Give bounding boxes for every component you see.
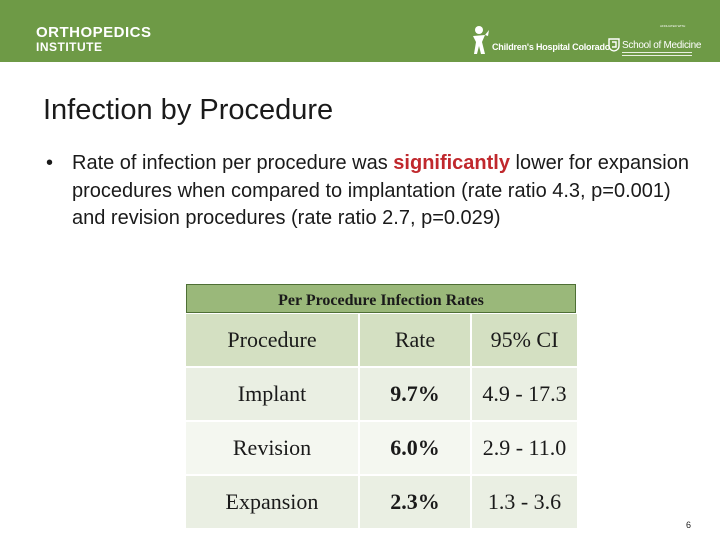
cell-rate: 6.0% xyxy=(358,420,471,475)
bullet-dot-icon: • xyxy=(46,152,54,174)
header-bar: ORTHOPEDICS INSTITUTE Children's Hospita… xyxy=(0,0,720,62)
page-number: 6 xyxy=(686,520,692,530)
cell-ci: 2.9 - 11.0 xyxy=(470,420,577,475)
cu-shield-icon xyxy=(608,38,620,52)
bullet-text-rest: lower for expansion procedures when comp… xyxy=(72,152,689,229)
cell-rate: 2.3% xyxy=(358,474,471,528)
cell-ci: 1.3 - 3.6 xyxy=(470,474,577,528)
header-ci: 95% CI xyxy=(470,314,577,367)
org-subtitle: INSTITUTE xyxy=(36,40,103,54)
header-procedure: Procedure xyxy=(186,314,359,367)
logo-divider xyxy=(622,52,692,53)
school-affiliation: AFFILIATED WITH xyxy=(660,24,686,28)
header-rate: Rate xyxy=(358,314,471,367)
bullet-text-lead: Rate of infection per procedure was xyxy=(72,152,394,174)
table-row: Implant 9.7% 4.9 - 17.3 xyxy=(186,366,577,421)
table-caption: Per Procedure Infection Rates xyxy=(186,284,576,313)
table-row: Revision 6.0% 2.9 - 11.0 xyxy=(186,420,577,475)
logo-divider xyxy=(622,55,692,56)
cell-procedure: Expansion xyxy=(186,474,359,528)
bullet-text: Rate of infection per procedure was sign… xyxy=(72,150,696,233)
bullet-emphasis: significantly xyxy=(393,152,510,174)
table-row: Expansion 2.3% 1.3 - 3.6 xyxy=(186,474,577,528)
childrens-hospital-name: Children's Hospital Colorado xyxy=(492,42,611,52)
cell-procedure: Revision xyxy=(186,420,359,475)
school-of-medicine-name: School of Medicine xyxy=(622,40,702,51)
table-header-row: Procedure Rate 95% CI xyxy=(186,314,577,367)
child-figure-icon xyxy=(473,26,489,54)
cell-ci: 4.9 - 17.3 xyxy=(470,366,577,421)
slide-title: Infection by Procedure xyxy=(43,94,334,126)
school-of-medicine-logo: AFFILIATED WITH School of Medicine xyxy=(608,24,708,58)
org-title: ORTHOPEDICS xyxy=(36,24,152,41)
cell-rate: 9.7% xyxy=(358,366,471,421)
rates-table: Procedure Rate 95% CI Implant 9.7% 4.9 -… xyxy=(186,314,577,528)
cell-procedure: Implant xyxy=(186,366,359,421)
